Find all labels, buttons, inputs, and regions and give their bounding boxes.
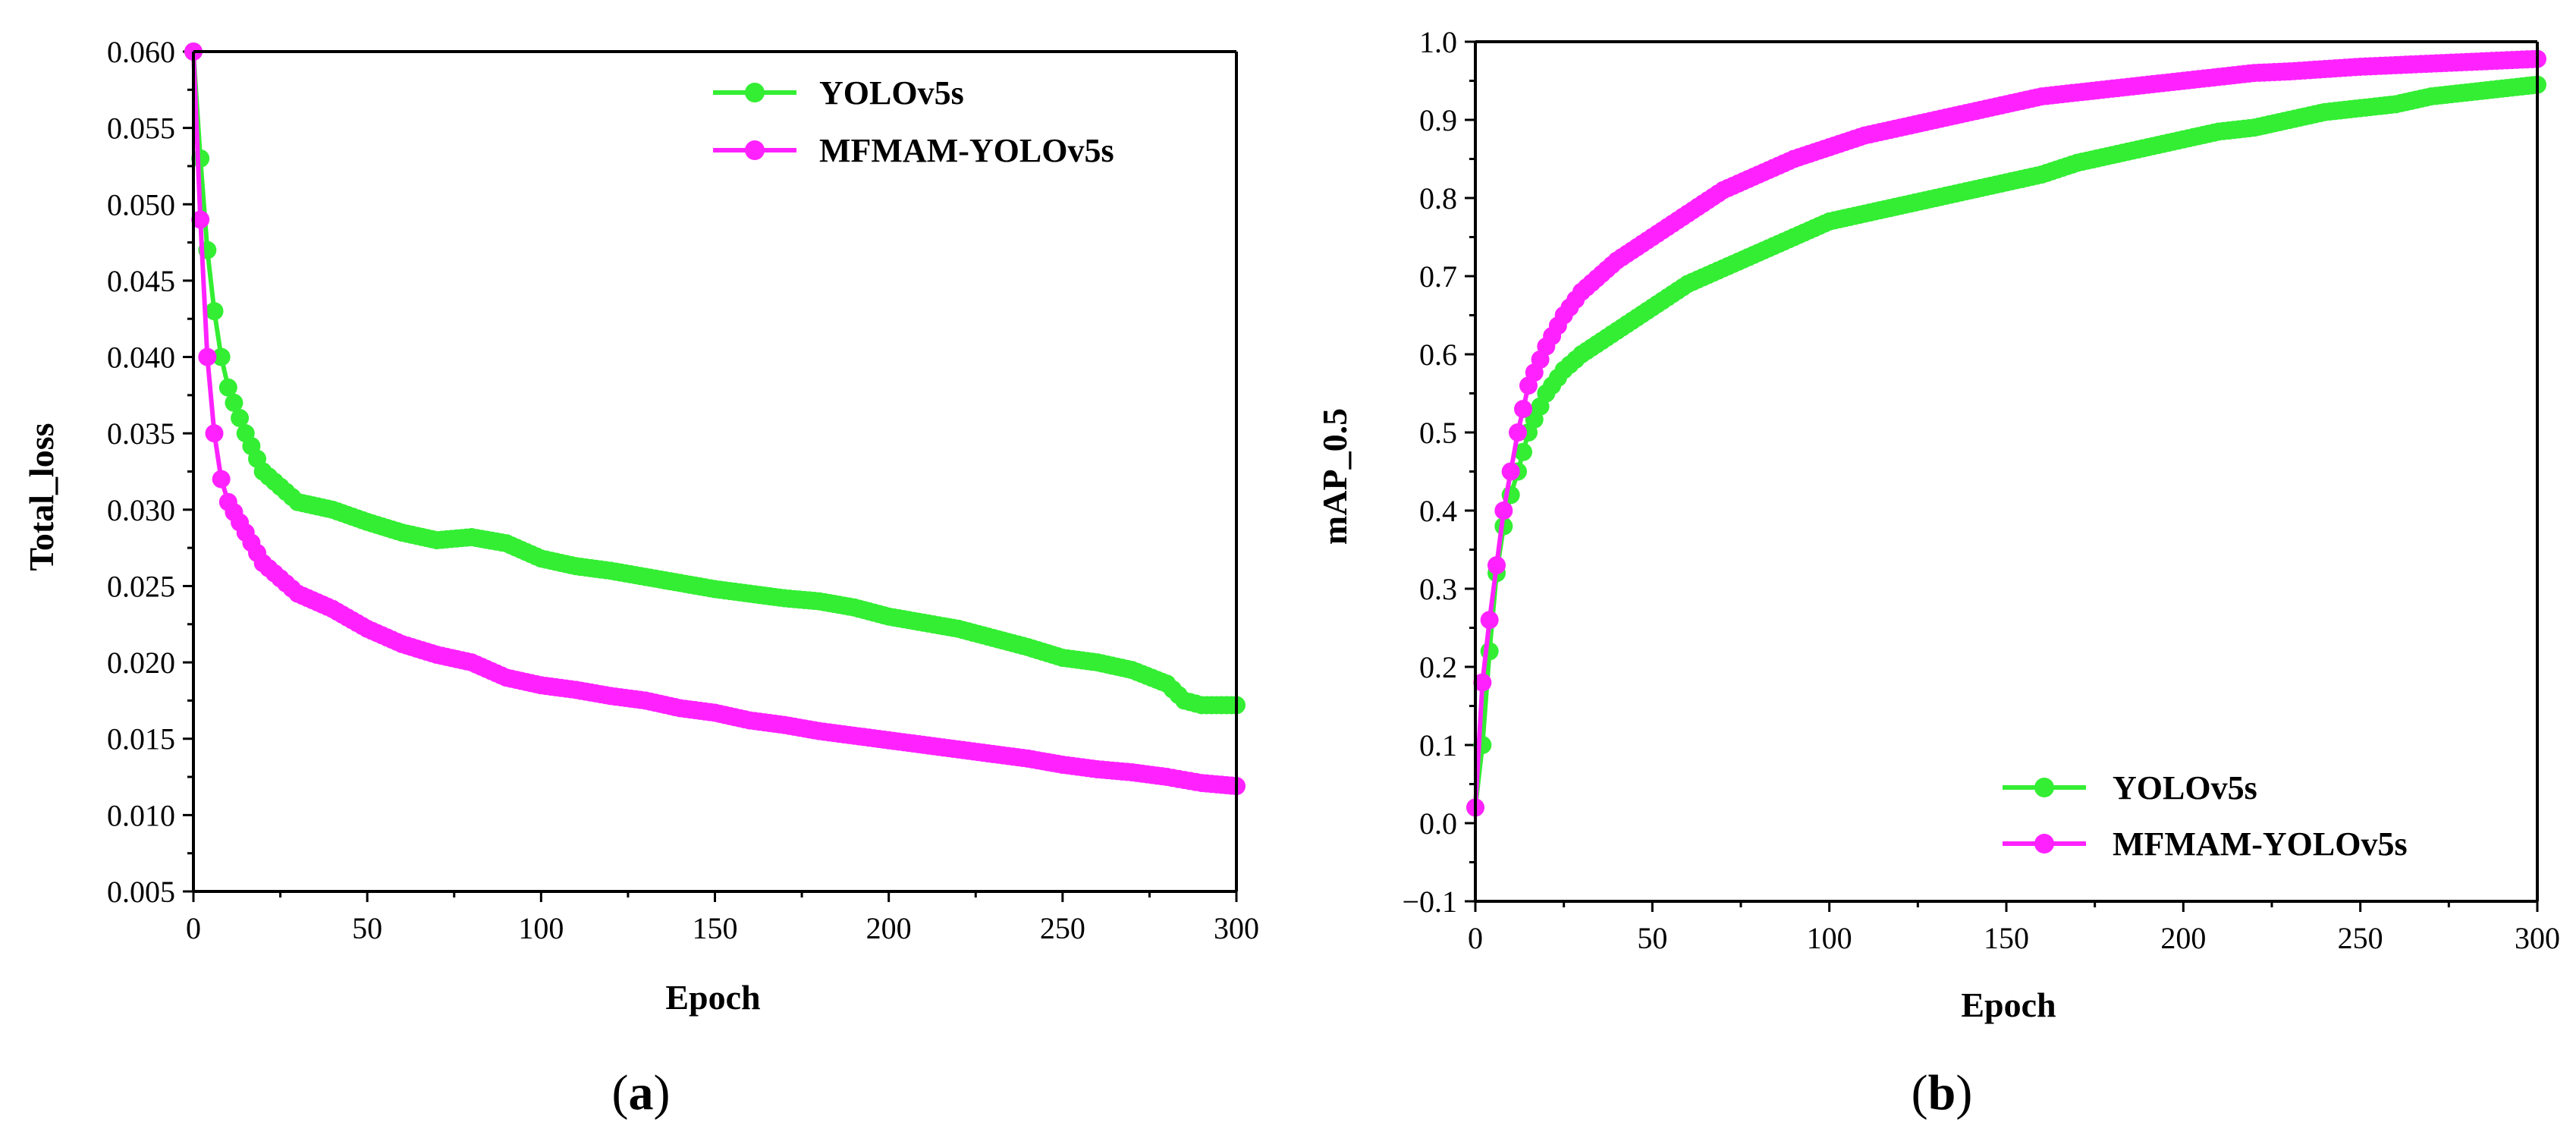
y-tick-label-b-9: 0.8 bbox=[1419, 181, 1457, 215]
data-point-a-0 bbox=[225, 393, 243, 412]
legend-marker-yolov5s-b bbox=[2034, 778, 2054, 797]
y-tick-label-b-5: 0.4 bbox=[1419, 494, 1457, 528]
data-point-b-0 bbox=[1514, 442, 1532, 461]
y-tick-label-a-9: 0.050 bbox=[107, 187, 175, 222]
y-tick-label-a-10: 0.055 bbox=[107, 112, 175, 146]
y-tick-label-a-2: 0.015 bbox=[107, 722, 175, 756]
y-tick-label-a-4: 0.025 bbox=[107, 569, 175, 603]
x-tick-label-b-4: 200 bbox=[2160, 921, 2206, 955]
data-point-b-1 bbox=[1487, 556, 1506, 575]
y-axis-title-b: mAP_0.5 bbox=[1315, 408, 1354, 545]
x-tick-label-a-6: 300 bbox=[1214, 911, 1259, 945]
x-tick-label-b-0: 0 bbox=[1468, 921, 1483, 955]
legend-label-yolov5s-b: YOLOv5s bbox=[2113, 769, 2257, 806]
data-point-a-0 bbox=[205, 302, 224, 321]
y-tick-label-b-6: 0.5 bbox=[1419, 416, 1457, 450]
y-tick-label-a-7: 0.040 bbox=[107, 341, 175, 375]
x-tick-label-a-4: 200 bbox=[866, 911, 912, 945]
data-point-b-1 bbox=[1509, 423, 1527, 442]
data-point-b-1 bbox=[1494, 501, 1513, 520]
chart-panel-a: 0.005 0.010 0.015 0.020 0.025 0.030 0.035 0.040… bbox=[22, 35, 1259, 1121]
x-tick-label-a-0: 0 bbox=[186, 911, 201, 945]
y-tick-label-b-8: 0.7 bbox=[1419, 259, 1457, 294]
y-tick-label-a-6: 0.035 bbox=[107, 417, 175, 451]
data-point-b-1 bbox=[1473, 673, 1492, 692]
data-point-a-0 bbox=[212, 347, 231, 366]
y-tick-label-a-11: 0.060 bbox=[107, 35, 175, 69]
x-tick-label-a-3: 150 bbox=[693, 911, 738, 945]
y-tick-label-b-11: 1.0 bbox=[1419, 25, 1457, 59]
data-point-b-1 bbox=[1501, 462, 1520, 481]
y-tick-label-a-1: 0.010 bbox=[107, 798, 175, 832]
y-tick-label-b-0: −0.1 bbox=[1402, 885, 1457, 919]
panel-label-a: (a) bbox=[612, 1065, 671, 1121]
panel-label-b: (b) bbox=[1912, 1065, 1973, 1121]
x-tick-label-a-5: 250 bbox=[1040, 911, 1085, 945]
plot-area-b: −0.1 0.0 0.1 0.2 0.3 0.4 0.5 0.6 0.7 0.8 0.9 1.0 0 50… bbox=[1402, 25, 2560, 955]
x-tick-label-b-5: 250 bbox=[2338, 921, 2383, 955]
plot-area-a: 0.005 0.010 0.015 0.020 0.025 0.030 0.035 0.040… bbox=[107, 35, 1259, 945]
data-point-b-1 bbox=[1514, 400, 1532, 419]
series-line-b-1 bbox=[1473, 56, 2538, 808]
legend-label-yolov5s-a: YOLOv5s bbox=[819, 74, 964, 112]
legend-label-mfmam-a: MFMAM-YOLOv5s bbox=[819, 132, 1114, 169]
legend-b: YOLOv5s MFMAM-YOLOv5s bbox=[2003, 769, 2408, 863]
x-tick-label-a-1: 50 bbox=[352, 911, 382, 945]
series-line-b-0 bbox=[1473, 82, 2538, 808]
y-tick-label-b-10: 0.9 bbox=[1419, 103, 1457, 137]
y-tick-label-b-7: 0.6 bbox=[1419, 338, 1457, 372]
y-tick-label-b-1: 0.0 bbox=[1419, 806, 1457, 841]
x-tick-label-b-3: 150 bbox=[1984, 921, 2029, 955]
legend-label-mfmam-b: MFMAM-YOLOv5s bbox=[2113, 825, 2408, 863]
legend-marker-mfmam-a bbox=[745, 140, 765, 160]
legend-a: YOLOv5s MFMAM-YOLOv5s bbox=[713, 74, 1114, 169]
legend-marker-yolov5s-a bbox=[745, 83, 765, 102]
y-axis-title-a: Total_loss bbox=[22, 423, 61, 571]
y-tick-label-b-2: 0.1 bbox=[1419, 728, 1457, 762]
x-axis-title-a: Epoch bbox=[665, 978, 760, 1017]
chart-panel-b: −0.1 0.0 0.1 0.2 0.3 0.4 0.5 0.6 0.7 0.8 0.9 1.0 0 50… bbox=[1315, 25, 2560, 1121]
data-point-a-0 bbox=[231, 409, 250, 428]
x-tick-label-a-2: 100 bbox=[518, 911, 564, 945]
data-point-b-1 bbox=[1480, 611, 1499, 630]
legend-marker-mfmam-b bbox=[2034, 834, 2054, 854]
data-point-a-1 bbox=[198, 347, 217, 366]
x-tick-label-b-1: 50 bbox=[1637, 921, 1667, 955]
y-tick-label-a-5: 0.030 bbox=[107, 493, 175, 527]
y-tick-label-b-4: 0.3 bbox=[1419, 572, 1457, 606]
y-tick-label-a-0: 0.005 bbox=[107, 875, 175, 909]
x-axis-title-b: Epoch bbox=[1961, 986, 2056, 1024]
data-point-a-1 bbox=[212, 470, 231, 489]
x-tick-label-b-2: 100 bbox=[1807, 921, 1852, 955]
y-tick-label-b-3: 0.2 bbox=[1419, 650, 1457, 684]
x-tick-label-b-6: 300 bbox=[2515, 921, 2560, 955]
data-point-a-0 bbox=[218, 378, 237, 397]
data-point-a-1 bbox=[191, 210, 210, 229]
y-tick-label-a-3: 0.020 bbox=[107, 646, 175, 680]
y-tick-label-a-8: 0.045 bbox=[107, 264, 175, 298]
data-point-a-1 bbox=[205, 424, 224, 443]
